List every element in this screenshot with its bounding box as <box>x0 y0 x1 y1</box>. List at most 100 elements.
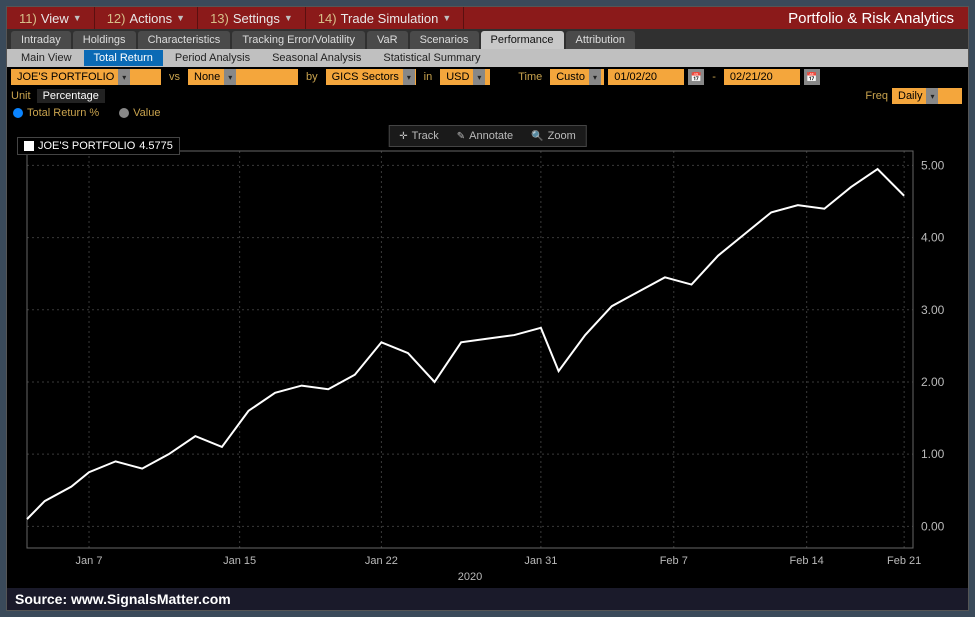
chevron-down-icon: ▼ <box>442 13 451 23</box>
menu-num: 12) <box>107 11 126 26</box>
time-label: Time <box>514 71 546 83</box>
chevron-down-icon: ▾ <box>926 88 938 104</box>
svg-text:Feb 7: Feb 7 <box>660 555 688 567</box>
track-button[interactable]: ✛ Track <box>391 128 446 144</box>
menu-label: Trade Simulation <box>341 11 439 26</box>
tab-scenarios[interactable]: Scenarios <box>410 31 479 49</box>
svg-text:0.00: 0.00 <box>921 519 945 533</box>
menu-label: Actions <box>130 11 173 26</box>
zoom-label: Zoom <box>548 130 576 142</box>
series-total-return[interactable]: Total Return % <box>27 107 99 119</box>
menu-num: 13) <box>210 11 229 26</box>
benchmark-select[interactable]: None ▾ <box>188 69 298 85</box>
tab-holdings[interactable]: Holdings <box>73 31 136 49</box>
chevron-down-icon: ▾ <box>403 69 415 85</box>
radio-icon[interactable] <box>119 108 129 118</box>
svg-text:3.00: 3.00 <box>921 303 945 317</box>
annotate-button[interactable]: ✎ Annotate <box>449 128 521 144</box>
series-value[interactable]: Value <box>133 107 160 119</box>
legend-series-name: JOE'S PORTFOLIO <box>38 140 135 152</box>
menu-settings[interactable]: 13) Settings ▼ <box>198 7 306 29</box>
chevron-down-icon: ▾ <box>589 69 601 85</box>
svg-text:5.00: 5.00 <box>921 158 945 172</box>
menu-actions[interactable]: 12) Actions ▼ <box>95 7 198 29</box>
svg-text:Jan 22: Jan 22 <box>365 555 398 567</box>
benchmark-value: None <box>194 71 220 83</box>
unit-label: Unit <box>11 90 31 102</box>
menu-view[interactable]: 11) View ▼ <box>7 7 95 29</box>
line-chart[interactable]: 0.00 1.00 2.00 3.00 4.00 5.00 Jan 7 Jan 15 Jan 2… <box>7 121 968 588</box>
menu-trade-simulation[interactable]: 14) Trade Simulation ▼ <box>306 7 465 29</box>
tab-performance[interactable]: Performance <box>481 31 564 49</box>
tab-var[interactable]: VaR <box>367 31 408 49</box>
subtab-total-return[interactable]: Total Return <box>84 50 163 66</box>
menubar: 11) View ▼ 12) Actions ▼ 13) Settings ▼ … <box>7 7 968 29</box>
sector-value: GICS Sectors <box>332 71 399 83</box>
subtab-period-analysis[interactable]: Period Analysis <box>165 50 260 66</box>
svg-text:1.00: 1.00 <box>921 447 945 461</box>
calendar-icon[interactable]: 📅 <box>804 69 820 85</box>
tab-tracking-error-volatility[interactable]: Tracking Error/Volatility <box>232 31 365 49</box>
svg-text:Jan 15: Jan 15 <box>223 555 256 567</box>
freq-label: Freq <box>865 90 888 102</box>
series-legend: Total Return % Value <box>7 105 968 121</box>
chevron-down-icon: ▾ <box>473 69 485 85</box>
currency-value: USD <box>446 71 469 83</box>
time-select[interactable]: Custo ▾ <box>550 69 604 85</box>
subtab-statistical-summary[interactable]: Statistical Summary <box>373 50 490 66</box>
subtabbar: Main ViewTotal ReturnPeriod AnalysisSeas… <box>7 49 968 67</box>
tabbar: IntradayHoldingsCharacteristicsTracking … <box>7 29 968 49</box>
radio-icon[interactable] <box>13 108 23 118</box>
chart-legend: JOE'S PORTFOLIO 4.5775 <box>17 137 180 155</box>
chevron-down-icon: ▼ <box>73 13 82 23</box>
svg-text:Feb 14: Feb 14 <box>790 555 824 567</box>
date-from-value: 01/02/20 <box>614 71 657 83</box>
svg-text:2020: 2020 <box>458 571 482 583</box>
app-title: Portfolio & Risk Analytics <box>774 10 968 27</box>
chevron-down-icon: ▼ <box>176 13 185 23</box>
legend-series-value: 4.5775 <box>139 140 173 152</box>
freq-value: Daily <box>898 90 922 102</box>
swatch-icon <box>24 141 34 151</box>
chart-toolbar: ✛ Track ✎ Annotate 🔍 Zoom <box>388 125 587 147</box>
zoom-icon: 🔍 <box>531 131 543 142</box>
track-label: Track <box>412 130 439 142</box>
chevron-down-icon: ▾ <box>118 69 130 85</box>
portfolio-value: JOE'S PORTFOLIO <box>17 71 114 83</box>
sector-select[interactable]: GICS Sectors ▾ <box>326 69 416 85</box>
menu-label: View <box>41 11 69 26</box>
menu-label: Settings <box>233 11 280 26</box>
svg-text:Jan 31: Jan 31 <box>524 555 557 567</box>
svg-text:4.00: 4.00 <box>921 231 945 245</box>
source-footer: Source: www.SignalsMatter.com <box>7 588 968 610</box>
time-value: Custo <box>556 71 585 83</box>
menu-num: 14) <box>318 11 337 26</box>
date-from-input[interactable]: 01/02/20 <box>608 69 684 85</box>
svg-text:Jan 7: Jan 7 <box>76 555 103 567</box>
subtab-main-view[interactable]: Main View <box>11 50 82 66</box>
by-label: by <box>302 71 322 83</box>
chevron-down-icon: ▾ <box>224 69 236 85</box>
date-to-value: 02/21/20 <box>730 71 773 83</box>
unit-value[interactable]: Percentage <box>37 89 105 103</box>
zoom-button[interactable]: 🔍 Zoom <box>523 128 584 144</box>
calendar-icon[interactable]: 📅 <box>688 69 704 85</box>
freq-select[interactable]: Daily ▾ <box>892 88 962 104</box>
annotate-label: Annotate <box>469 130 513 142</box>
app-root: 11) View ▼ 12) Actions ▼ 13) Settings ▼ … <box>6 6 969 611</box>
portfolio-select[interactable]: JOE'S PORTFOLIO ▾ <box>11 69 161 85</box>
vs-label: vs <box>165 71 184 83</box>
filter-row: JOE'S PORTFOLIO ▾ vs None ▾ by GICS Sect… <box>7 67 968 87</box>
crosshair-icon: ✛ <box>399 131 407 142</box>
unit-row: Unit Percentage Freq Daily ▾ <box>7 87 968 105</box>
subtab-seasonal-analysis[interactable]: Seasonal Analysis <box>262 50 371 66</box>
currency-select[interactable]: USD ▾ <box>440 69 490 85</box>
svg-text:2.00: 2.00 <box>921 375 945 389</box>
tab-characteristics[interactable]: Characteristics <box>138 31 231 49</box>
tab-intraday[interactable]: Intraday <box>11 31 71 49</box>
date-to-input[interactable]: 02/21/20 <box>724 69 800 85</box>
pencil-icon: ✎ <box>457 131 465 142</box>
menu-num: 11) <box>19 11 37 26</box>
tab-attribution[interactable]: Attribution <box>566 31 636 49</box>
svg-text:Feb 21: Feb 21 <box>887 555 921 567</box>
